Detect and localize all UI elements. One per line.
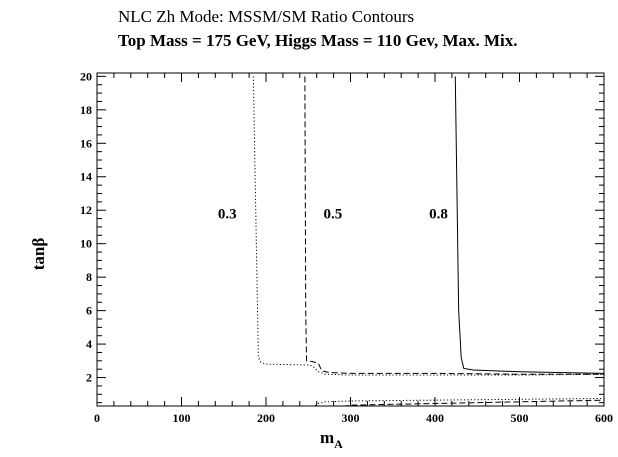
plot-frame <box>96 72 605 407</box>
y-tick-label: 10 <box>80 237 92 251</box>
contour-08-upper-line <box>454 76 604 374</box>
contour-labels: 0.3 0.5 0.8 <box>218 207 448 223</box>
tick-marks <box>96 73 605 406</box>
y-tick-label: 12 <box>80 203 92 217</box>
x-tick-label: 200 <box>257 411 275 425</box>
x-axis-label-subscript: A <box>334 437 343 451</box>
x-axis-label: mA <box>320 428 343 451</box>
contour-label: 0.8 <box>429 207 448 223</box>
y-tick-label: 18 <box>80 103 92 117</box>
x-tick-label: 0 <box>94 411 100 425</box>
y-tick-label: 2 <box>86 371 92 385</box>
contour-label: 0.5 <box>323 207 342 223</box>
x-tick-label: 100 <box>173 411 191 425</box>
contour-03-lower-line <box>313 397 604 406</box>
contour-05-lower-line <box>341 399 604 406</box>
y-tick-labels: 2 4 6 8 10 12 14 16 18 20 <box>80 69 92 384</box>
y-tick-label: 4 <box>86 337 92 351</box>
y-tick-label: 8 <box>86 270 92 284</box>
contour-05-upper-line <box>304 76 604 375</box>
x-tick-label: 500 <box>511 411 529 425</box>
y-tick-label: 6 <box>86 304 92 318</box>
contour-label: 0.3 <box>218 207 237 223</box>
contour-lines <box>252 76 604 406</box>
y-tick-label: 20 <box>80 69 92 83</box>
x-axis-label-main: m <box>320 428 334 447</box>
x-tick-label: 400 <box>426 411 444 425</box>
y-tick-label: 14 <box>80 170 92 184</box>
x-tick-label: 300 <box>342 411 360 425</box>
y-axis-label: tanβ <box>29 238 48 271</box>
chart-title: NLC Zh Mode: MSSM/SM Ratio Contours <box>118 7 414 26</box>
chart-subtitle: Top Mass = 175 GeV, Higgs Mass = 110 Gev… <box>118 31 518 50</box>
y-tick-label: 16 <box>80 136 92 150</box>
x-tick-label: 600 <box>595 411 613 425</box>
x-tick-labels: 0 100 200 300 400 500 600 <box>94 411 613 425</box>
